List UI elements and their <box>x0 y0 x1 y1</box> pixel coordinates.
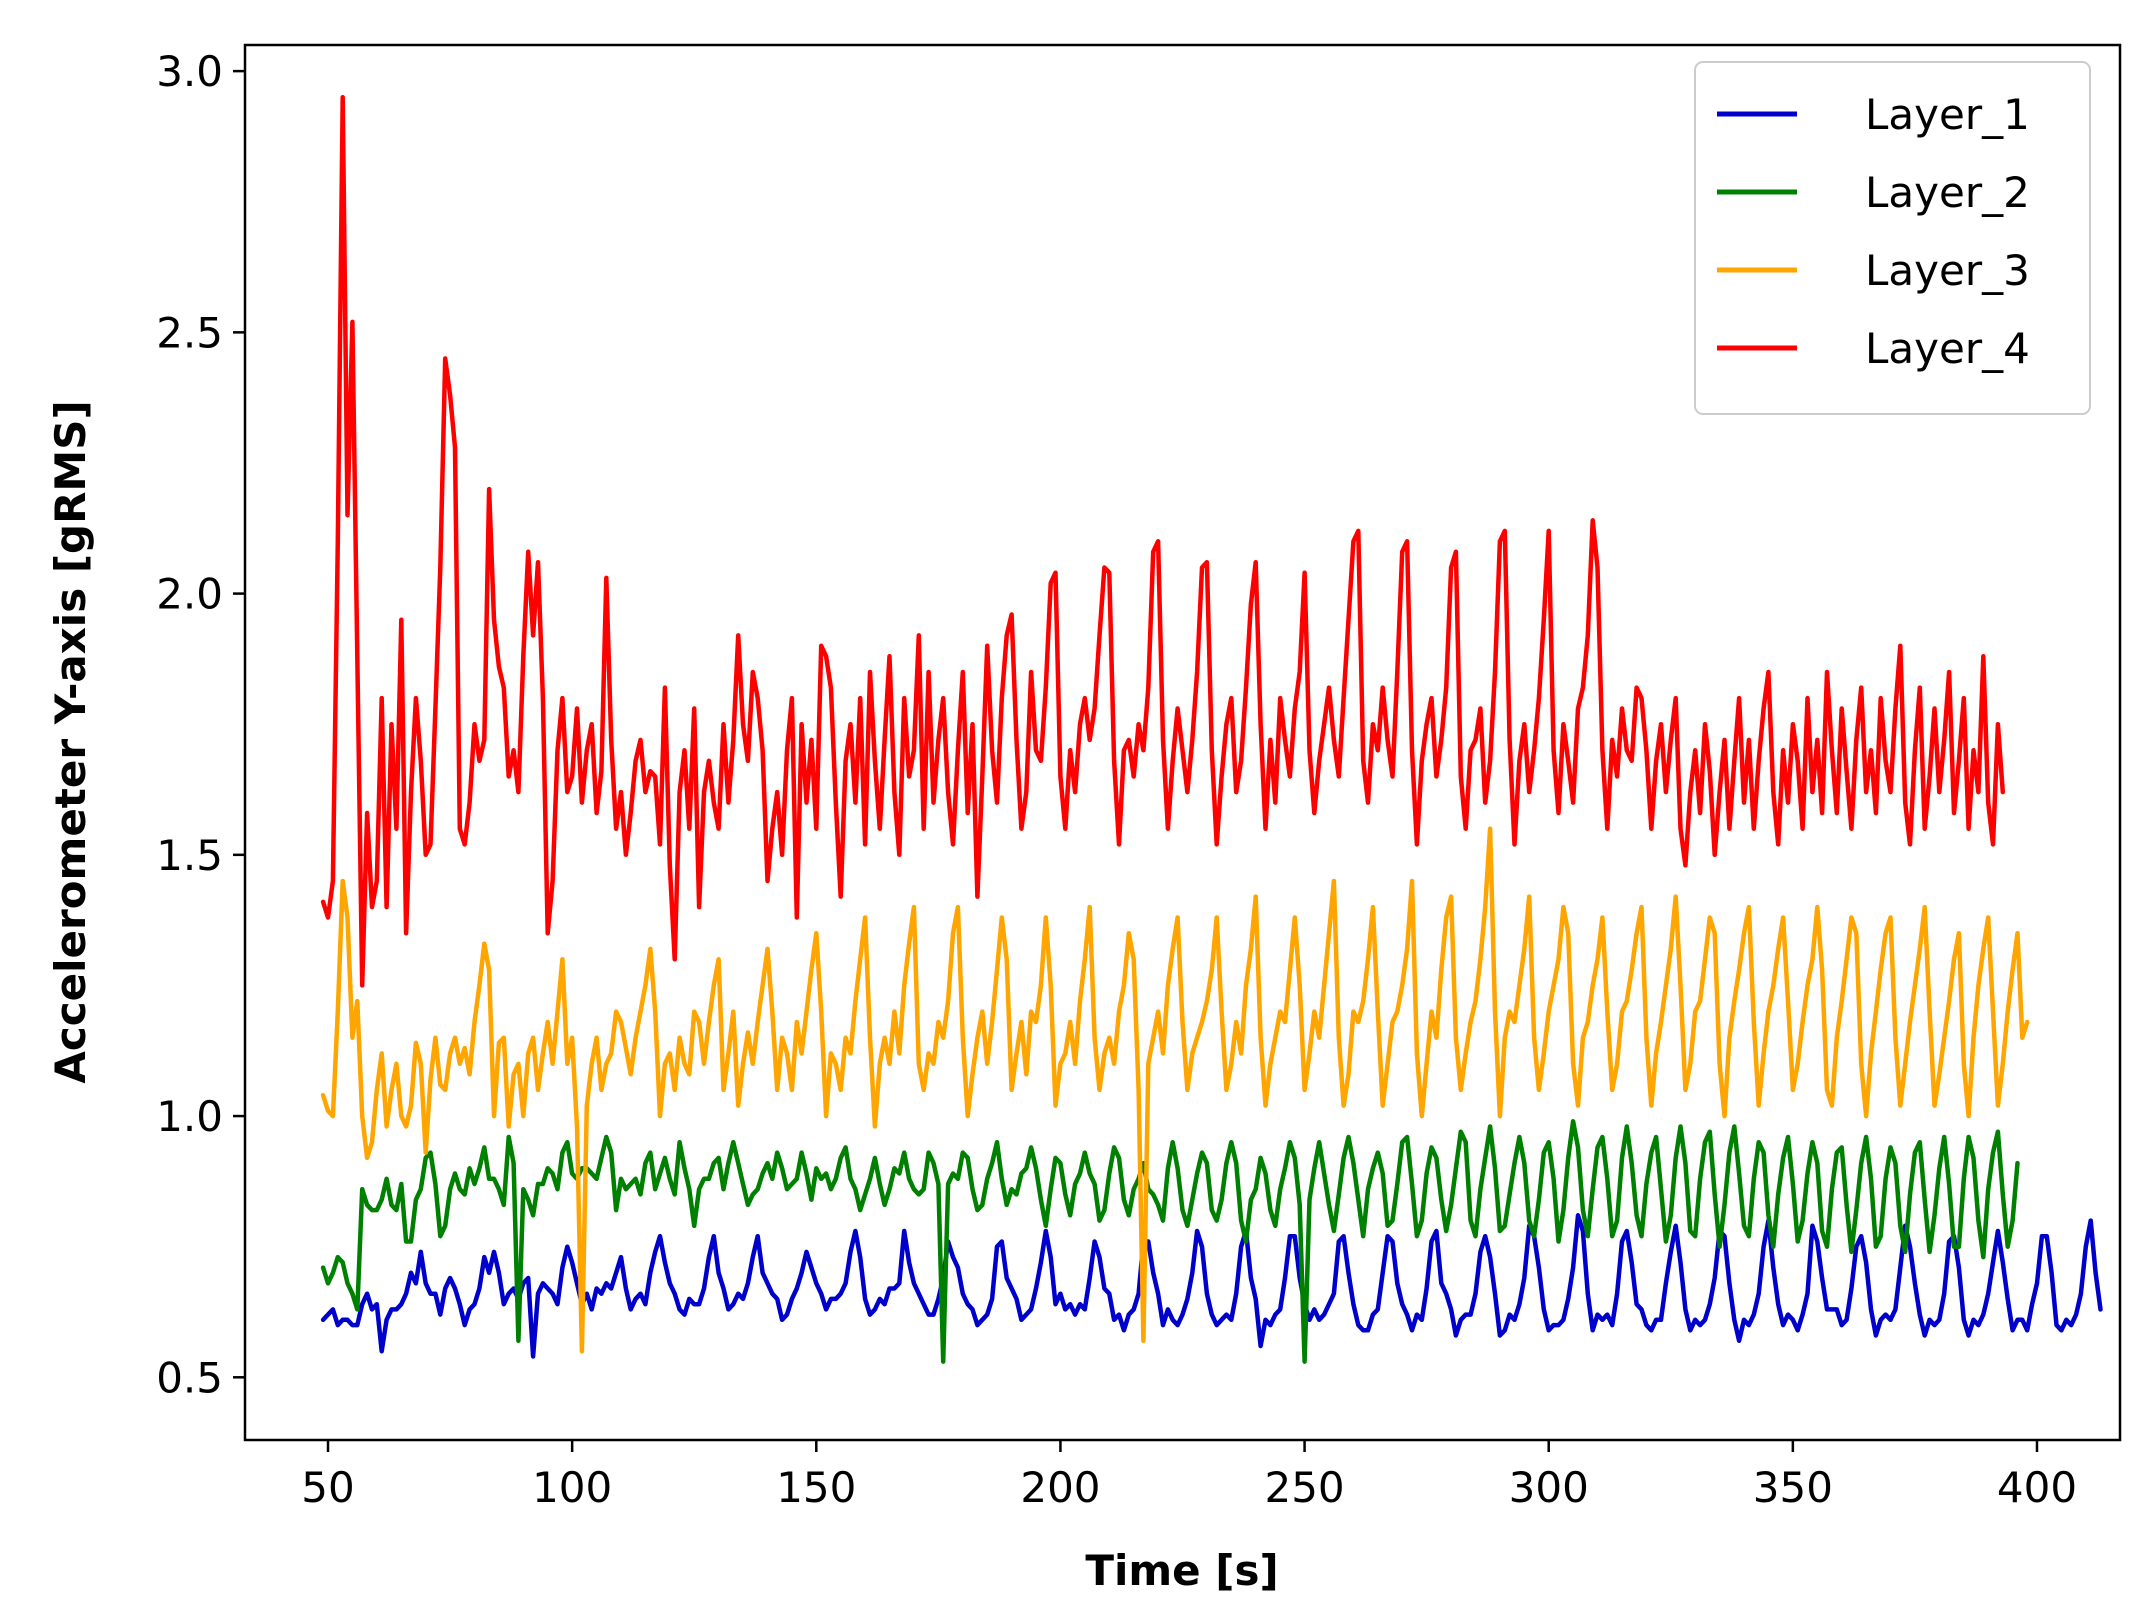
series-line-layer-3 <box>320 826 2030 1354</box>
y-tick-label: 0.5 <box>156 1353 223 1402</box>
y-tick-label: 1.5 <box>156 831 223 880</box>
y-axis: 0.5 1.0 1.5 2.0 2.5 3.0 <box>156 47 245 1402</box>
x-tick-label: 150 <box>776 1463 856 1512</box>
y-tick-label: 1.0 <box>156 1092 223 1141</box>
y-tick-label: 2.5 <box>156 308 223 357</box>
series-line-layer-2 <box>320 1119 2020 1364</box>
x-tick-label: 50 <box>301 1463 354 1512</box>
series-line-layer-1 <box>320 1213 2103 1359</box>
x-tick-label: 400 <box>1997 1463 2077 1512</box>
y-axis-title: Accelerometer Y-axis [gRMS] <box>46 400 95 1083</box>
x-tick-label: 300 <box>1509 1463 1589 1512</box>
series-layer <box>320 94 2103 1364</box>
legend-label: Layer_3 <box>1865 246 2030 295</box>
x-axis: 50 100 150 200 250 300 350 400 <box>301 1440 2077 1512</box>
legend-label: Layer_2 <box>1865 168 2030 217</box>
legend-box <box>1694 61 2091 415</box>
y-tick-label: 2.0 <box>156 570 223 619</box>
legend-label: Layer_1 <box>1865 90 2030 139</box>
x-tick-label: 100 <box>532 1463 612 1512</box>
x-tick-label: 200 <box>1020 1463 1100 1512</box>
plot-frame <box>243 43 2122 1442</box>
series-line-layer-4 <box>320 94 2006 988</box>
legend: Layer_1 Layer_2 Layer_3 Layer_4 <box>1694 61 2091 415</box>
x-tick-label: 250 <box>1264 1463 1344 1512</box>
x-axis-title: Time [s] <box>1085 1546 1278 1595</box>
y-tick-label: 3.0 <box>156 47 223 96</box>
legend-label: Layer_4 <box>1865 324 2030 373</box>
x-tick-label: 350 <box>1753 1463 1833 1512</box>
